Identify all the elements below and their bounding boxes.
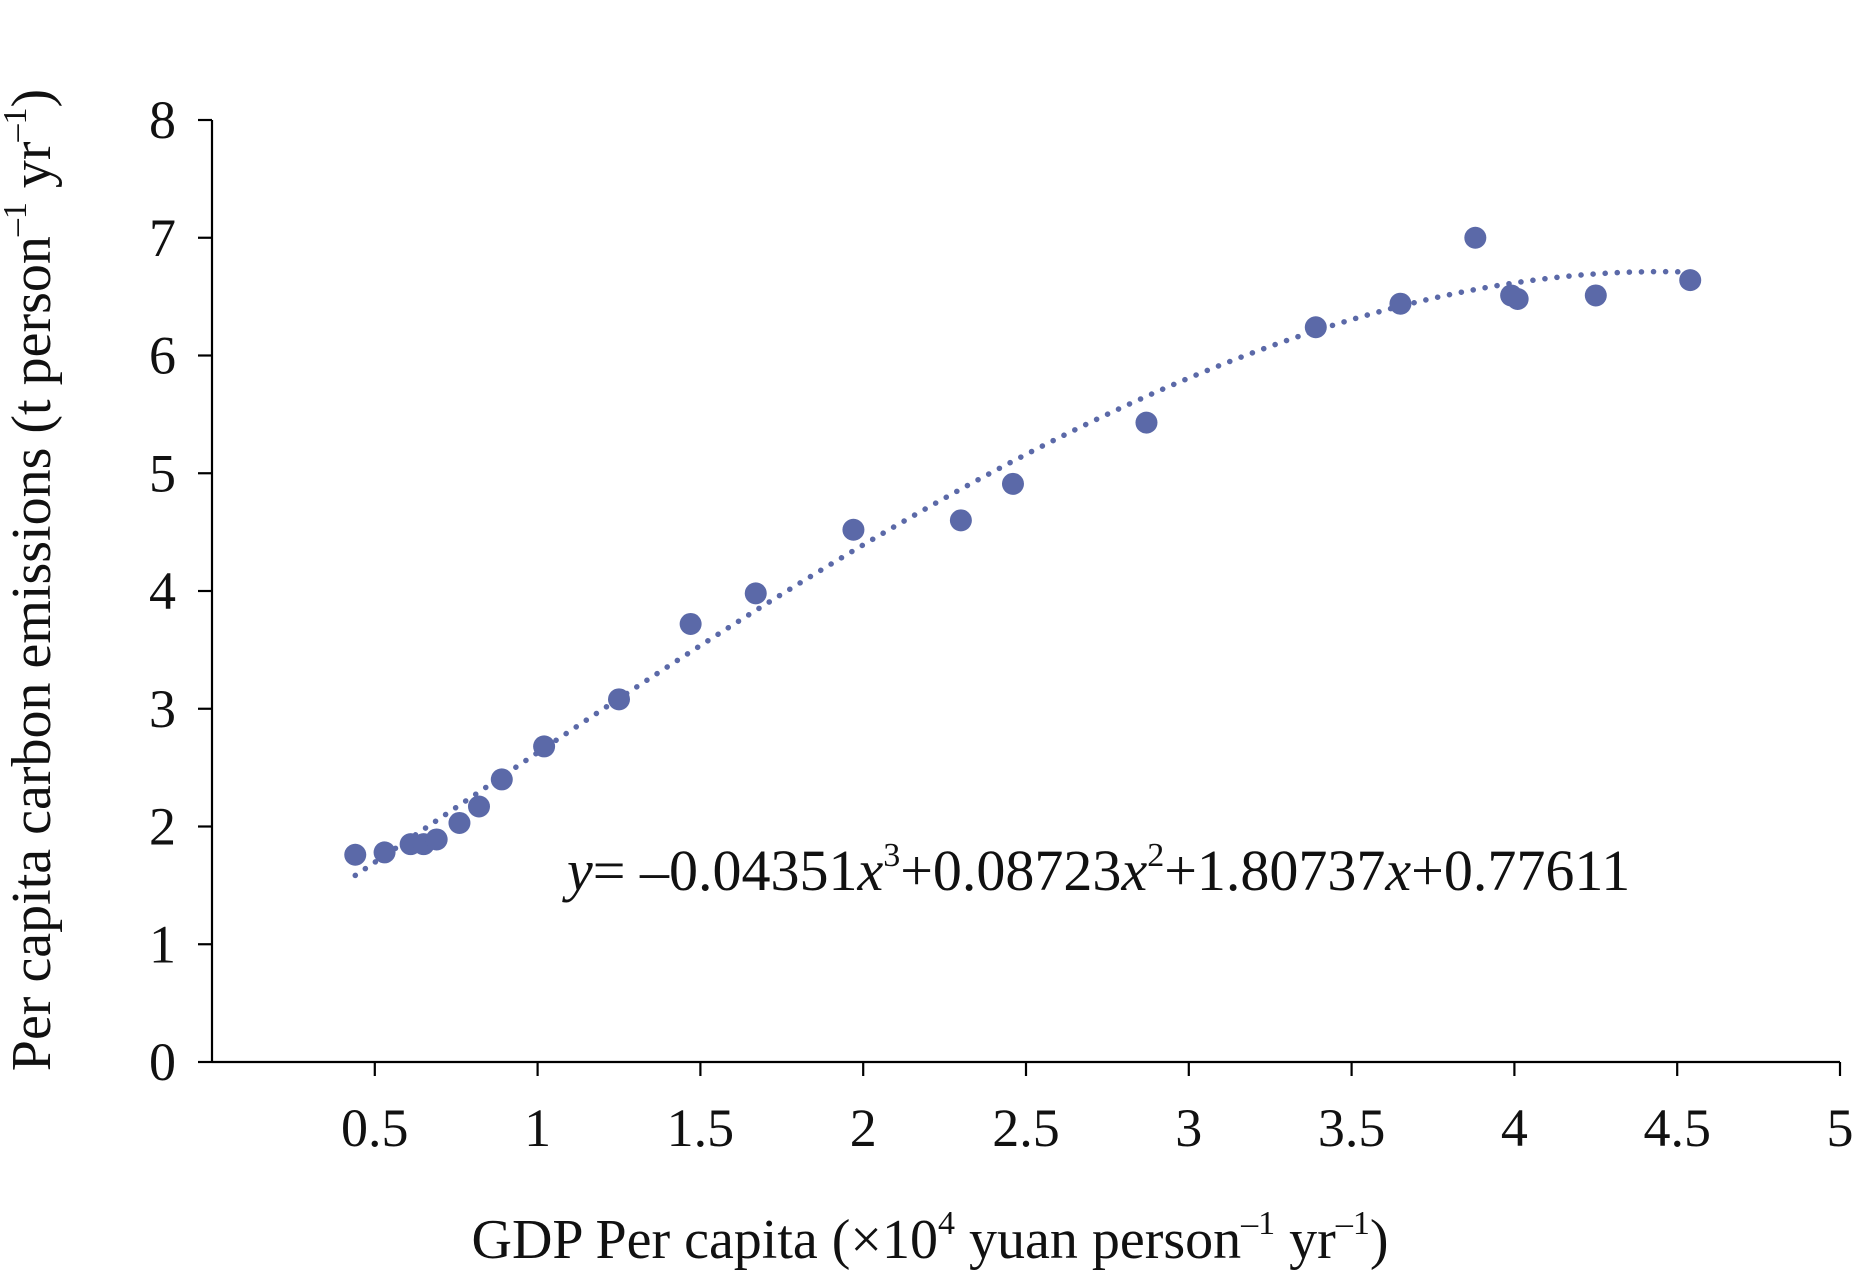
y-tick-label: 7 — [149, 208, 176, 268]
data-point — [1001, 472, 1024, 495]
data-point — [467, 795, 490, 818]
y-tick-label: 1 — [149, 914, 176, 974]
y-tick-label: 8 — [149, 90, 176, 150]
x-tick-label: 2 — [850, 1098, 877, 1158]
data-point — [1584, 284, 1607, 307]
data-point — [373, 841, 396, 864]
x-axis-label: GDP Per capita (×104 yuan person–1 yr–1) — [472, 1205, 1389, 1271]
data-point — [744, 582, 767, 605]
x-tick-label: 0.5 — [341, 1098, 409, 1158]
y-ticks: 0 1 2 3 4 5 6 7 8 — [149, 90, 212, 1092]
x-tick-label: 3 — [1175, 1098, 1202, 1158]
x-tick-label: 3.5 — [1318, 1098, 1386, 1158]
x-tick-label: 4 — [1501, 1098, 1528, 1158]
data-point — [842, 518, 865, 541]
data-point — [448, 811, 471, 834]
y-tick-label: 4 — [149, 561, 176, 621]
data-point — [490, 768, 513, 791]
data-point — [679, 612, 702, 635]
axes — [210, 120, 1840, 1064]
y-axis-label: Per capita carbon emissions (t person–1 … — [0, 89, 63, 1071]
data-point — [1679, 269, 1702, 292]
data-point — [1304, 316, 1327, 339]
y-tick-label: 2 — [149, 797, 176, 857]
data-point — [1389, 292, 1412, 315]
y-tick-label: 0 — [149, 1032, 176, 1092]
data-point — [1464, 226, 1487, 249]
data-points — [344, 226, 1702, 866]
y-tick-label: 6 — [149, 326, 176, 386]
y-tick-label: 3 — [149, 679, 176, 739]
data-point — [1506, 287, 1529, 310]
y-tick-label: 5 — [149, 443, 176, 503]
x-tick-label: 1.5 — [667, 1098, 735, 1158]
trend-equation: y= –0.04351x3+0.08723x2+1.80737x+0.77611 — [562, 837, 1630, 903]
data-point — [533, 735, 556, 758]
x-tick-label: 4.5 — [1643, 1098, 1711, 1158]
data-point — [608, 688, 630, 711]
data-point — [344, 843, 367, 866]
data-point — [1135, 411, 1158, 434]
trend-line — [352, 268, 1693, 879]
x-ticks: 0.5 1 1.5 2 2.5 3 3.5 4 4.5 5 — [341, 1062, 1854, 1158]
x-tick-label: 5 — [1827, 1098, 1854, 1158]
x-tick-label: 1 — [524, 1098, 551, 1158]
data-point — [949, 509, 972, 532]
data-point — [425, 828, 448, 851]
x-tick-label: 2.5 — [992, 1098, 1060, 1158]
